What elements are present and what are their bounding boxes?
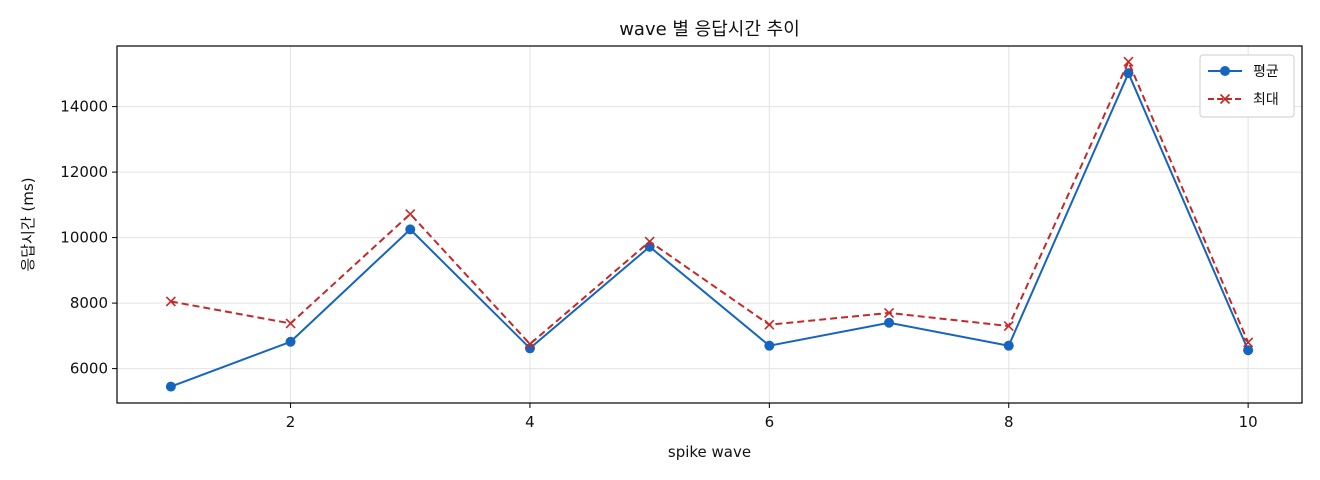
data-point <box>883 307 895 318</box>
data-point <box>764 340 775 351</box>
data-point <box>524 338 536 350</box>
x-tick-label: 10 <box>1239 413 1258 431</box>
data-point <box>165 381 176 392</box>
data-point <box>1243 345 1254 356</box>
legend-label: 최대 <box>1253 92 1279 108</box>
series-2 <box>165 56 1254 350</box>
data-point <box>405 224 416 235</box>
data-point <box>884 317 895 328</box>
data-point <box>1003 320 1014 332</box>
legend-item: 평균 <box>1208 64 1279 80</box>
series-1 <box>165 68 1254 392</box>
data-point <box>285 318 296 329</box>
data-point <box>764 319 775 330</box>
data-point <box>285 336 296 347</box>
legend-marker <box>1220 66 1230 76</box>
y-axis-label: 응답시간 (ms) <box>19 177 37 271</box>
legend-item: 최대 <box>1208 92 1279 108</box>
x-tick-label: 8 <box>1004 413 1014 431</box>
data-point <box>1243 337 1254 348</box>
data-point <box>1123 68 1134 79</box>
x-tick-label: 2 <box>286 413 296 431</box>
chart-title: wave 별 응답시간 추이 <box>619 19 800 40</box>
legend-label: 평균 <box>1253 64 1279 80</box>
x-tick-label: 4 <box>525 413 535 431</box>
data-point <box>644 236 655 247</box>
data-point <box>1003 340 1014 351</box>
grid-layer <box>117 46 1302 403</box>
plot-frame <box>116 45 1303 404</box>
y-tick-label: 8000 <box>70 294 108 312</box>
x-axis-label: spike wave <box>668 443 751 461</box>
data-point <box>165 296 176 307</box>
legend-box <box>1199 54 1295 118</box>
series-line <box>170 70 1250 388</box>
series-layer <box>165 56 1254 392</box>
series-line <box>170 59 1250 346</box>
legend-marker <box>1219 93 1231 105</box>
y-tick-label: 6000 <box>70 360 108 378</box>
y-tick-label: 14000 <box>60 98 108 116</box>
data-point <box>1123 56 1134 67</box>
y-tick-label: 12000 <box>60 163 108 181</box>
y-tick-label: 10000 <box>60 229 108 247</box>
data-point <box>405 208 416 220</box>
x-tick-label: 6 <box>765 413 775 431</box>
ticks-layer: 2 4 6 8 10 6000 8000 10000 12000 14000 <box>60 98 1257 431</box>
